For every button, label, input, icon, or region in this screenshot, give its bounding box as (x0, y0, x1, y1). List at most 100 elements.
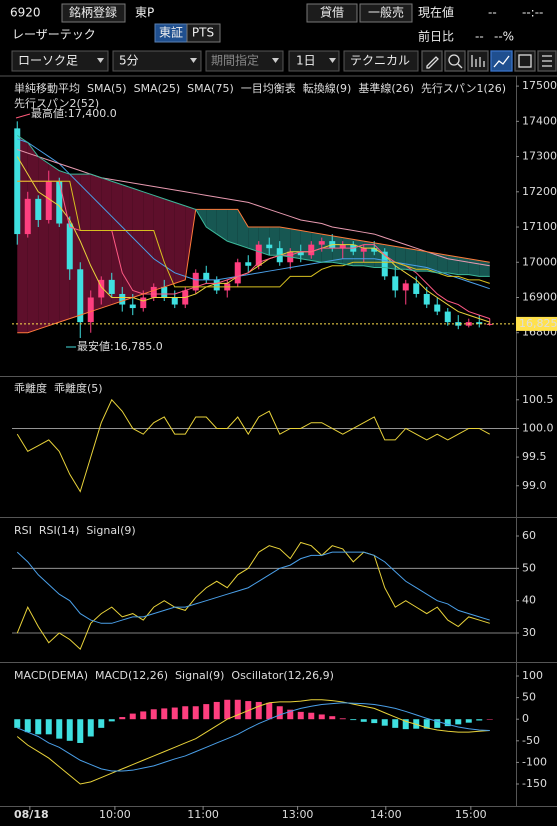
dropdown[interactable] (343, 50, 419, 72)
dropdown-label[interactable]: 期間指定 (211, 53, 259, 68)
sell-label[interactable]: 一般売 (368, 5, 404, 20)
candle-body (45, 181, 52, 220)
price-label: 現在値 (418, 5, 454, 20)
candle-body (119, 293, 126, 305)
legend-label: 基準線(26) (358, 81, 414, 95)
legend-label: 乖離度(5) (54, 381, 103, 395)
candle-body (150, 286, 157, 298)
register-button[interactable] (61, 3, 126, 23)
dropdown-label[interactable]: 5分 (119, 54, 139, 68)
cloud (153, 195, 165, 291)
oscillator-bar (66, 719, 73, 741)
oscillator-bar (329, 716, 336, 720)
lending-label[interactable]: 貸借 (320, 5, 344, 20)
y-tick-label: 40 (522, 594, 536, 607)
oscillator-bar (266, 702, 273, 720)
oscillator-bar (350, 719, 357, 721)
oscillator-bar (476, 719, 483, 721)
series-line (17, 138, 490, 290)
candle-body (402, 283, 409, 291)
sell-button[interactable] (359, 3, 413, 23)
cloud (237, 209, 249, 249)
oscillator-bar (35, 719, 42, 735)
oscillator-bar (308, 712, 315, 720)
change: -- (475, 30, 484, 44)
annotation: 最高値:17,400.0 (31, 106, 117, 120)
oscillator-bar (339, 718, 346, 720)
candle-body (108, 279, 115, 294)
y-tick-label: -100 (522, 755, 547, 768)
y-tick-label: 99.0 (522, 479, 547, 492)
exchange-label[interactable]: PTS (192, 26, 214, 40)
cloud (206, 209, 217, 235)
candle-body (140, 297, 147, 309)
y-tick-label: 60 (522, 529, 536, 542)
legend-label: Signal(9) (86, 524, 135, 537)
legend-label: MACD(12,26) (95, 669, 168, 682)
candle-body (66, 223, 73, 270)
dropdown-label[interactable]: テクニカル (350, 54, 410, 68)
cloud (479, 260, 490, 277)
legend-label: Signal(9) (175, 669, 224, 682)
cloud (143, 191, 154, 294)
oscillator-bar (224, 699, 231, 720)
candle-body (203, 272, 210, 280)
plot-area (12, 398, 516, 493)
candle-body (234, 262, 241, 284)
legend-group: 一目均衡表 (241, 81, 296, 95)
candle-body (77, 269, 84, 323)
y-tick-label: 99.5 (522, 450, 547, 463)
candle-body (297, 251, 304, 256)
price: -- (488, 6, 497, 20)
dropdown-label[interactable]: ローソク足 (18, 54, 78, 68)
candle-body (98, 279, 105, 298)
oscillator-bar (150, 709, 157, 720)
candle-body (392, 276, 399, 291)
oscillator-bar (108, 719, 115, 722)
oscillator-bar (402, 719, 409, 730)
dropdown[interactable] (205, 50, 284, 72)
candle-body (455, 322, 462, 326)
y-tick-label: 100.5 (522, 393, 554, 406)
oscillator-bar (119, 717, 126, 720)
oscillator-bar (287, 709, 294, 720)
legend-label: 転換線(9) (303, 81, 352, 95)
register-label[interactable]: 銘柄登録 (69, 5, 117, 20)
y-tick-label: 16900 (522, 290, 557, 303)
dropdown[interactable] (288, 50, 340, 72)
dropdown[interactable] (112, 50, 202, 72)
dropdown[interactable] (11, 50, 109, 72)
cloud (447, 255, 459, 275)
candle-body (56, 181, 63, 224)
legend-label: Oscillator(12,26,9) (231, 669, 333, 682)
x-tick-label: 14:00 (370, 808, 402, 821)
tool-icons[interactable] (421, 50, 557, 72)
legend-label: SMA(75) (187, 82, 234, 95)
exchange-label[interactable]: 東証 (159, 26, 183, 40)
candle-body (434, 304, 441, 312)
cloud (395, 246, 406, 270)
oscillator-bar (213, 701, 220, 720)
oscillator-bar (234, 699, 241, 720)
candle-body (35, 198, 42, 220)
exchange-tab[interactable] (186, 23, 221, 43)
oscillator-bar (371, 719, 378, 724)
oscillator-bar (276, 706, 283, 720)
legend-label: SMA(5) (87, 82, 127, 95)
oscillator-bar (140, 711, 147, 720)
oscillator-bar (203, 704, 210, 720)
candle-body (161, 286, 168, 298)
lending-button[interactable] (306, 3, 358, 23)
legend-label: 先行スパン2(52) (14, 97, 99, 110)
cloud (227, 209, 238, 245)
cloud (416, 249, 427, 272)
dropdown-label[interactable]: 1日 (296, 54, 316, 68)
y-tick-label: 17100 (522, 220, 557, 233)
cloud (437, 253, 448, 273)
candle-body (255, 244, 262, 266)
y-tick-label: 17300 (522, 150, 557, 163)
oscillator-bar (182, 706, 189, 720)
oscillator-bar (77, 719, 84, 743)
oscillator-bar (255, 701, 262, 720)
oscillator-bar (297, 711, 304, 720)
